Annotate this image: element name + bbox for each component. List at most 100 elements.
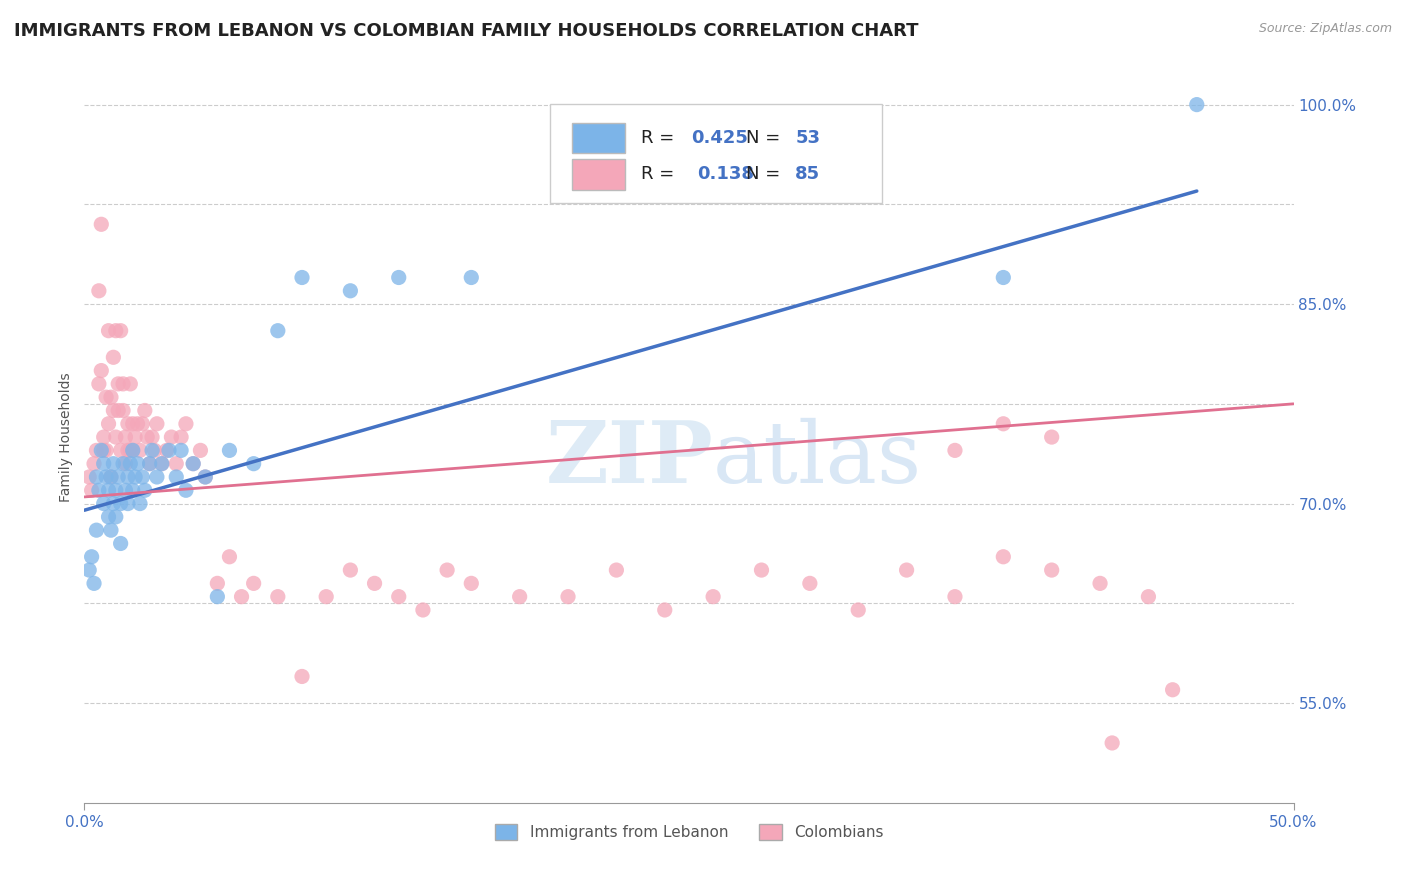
Point [218, 443, 240, 458]
Point [77, 563, 100, 577]
Point [112, 457, 135, 471]
Point [129, 497, 152, 511]
Point [165, 457, 187, 471]
Point [129, 443, 152, 458]
Text: R =: R = [641, 129, 679, 147]
Point [138, 457, 160, 471]
Point [993, 549, 1015, 564]
Point [90, 363, 112, 377]
Point [103, 351, 125, 365]
Point [121, 443, 143, 458]
Point [1101, 736, 1123, 750]
Point [134, 403, 156, 417]
Point [104, 483, 127, 498]
Point [136, 430, 159, 444]
Point [181, 457, 204, 471]
Point [86, 523, 108, 537]
Point [124, 470, 146, 484]
Point [114, 457, 136, 471]
Point [110, 497, 132, 511]
Point [80, 483, 103, 498]
Point [120, 443, 142, 458]
Point [1088, 576, 1111, 591]
Point [654, 603, 676, 617]
Point [174, 417, 197, 431]
Point [104, 430, 127, 444]
Point [117, 497, 139, 511]
Point [83, 576, 105, 591]
Point [242, 576, 264, 591]
Point [94, 470, 117, 484]
FancyBboxPatch shape [572, 159, 624, 190]
Point [339, 563, 361, 577]
Text: Source: ZipAtlas.com: Source: ZipAtlas.com [1258, 22, 1392, 36]
Point [97, 324, 120, 338]
Point [751, 563, 773, 577]
Point [146, 417, 169, 431]
Text: 53: 53 [796, 129, 820, 147]
Point [315, 590, 337, 604]
Point [121, 483, 143, 498]
Point [170, 443, 193, 458]
Point [157, 443, 180, 458]
Point [291, 669, 314, 683]
Point [110, 536, 132, 550]
Point [207, 576, 229, 591]
Point [155, 443, 177, 458]
Point [100, 390, 122, 404]
Point [121, 417, 143, 431]
Point [194, 470, 217, 484]
Point [110, 324, 132, 338]
Point [93, 457, 115, 471]
Point [1185, 97, 1208, 112]
Point [93, 497, 115, 511]
Point [87, 376, 110, 391]
Point [94, 443, 117, 458]
Legend: Immigrants from Lebanon, Colombians: Immigrants from Lebanon, Colombians [488, 818, 890, 847]
Point [104, 509, 127, 524]
Text: R =: R = [641, 166, 685, 184]
Point [146, 470, 169, 484]
Point [799, 576, 821, 591]
Point [131, 417, 153, 431]
Point [267, 590, 290, 604]
Point [605, 563, 627, 577]
Point [138, 457, 160, 471]
Point [207, 590, 229, 604]
Point [117, 417, 139, 431]
Text: atlas: atlas [713, 417, 922, 500]
Point [83, 457, 105, 471]
Point [93, 443, 115, 458]
Point [124, 430, 146, 444]
Point [509, 590, 531, 604]
Point [143, 443, 166, 458]
Point [107, 376, 129, 391]
Point [165, 470, 187, 484]
Point [170, 430, 193, 444]
Point [100, 523, 122, 537]
Point [896, 563, 918, 577]
Point [412, 603, 434, 617]
Point [460, 576, 482, 591]
Point [90, 443, 112, 458]
Point [77, 470, 100, 484]
Point [117, 443, 139, 458]
Point [242, 457, 264, 471]
Point [97, 417, 120, 431]
Point [86, 443, 108, 458]
Point [103, 497, 125, 511]
Point [103, 403, 125, 417]
Point [1161, 682, 1184, 697]
Y-axis label: Family Households: Family Households [59, 372, 73, 502]
Point [120, 376, 142, 391]
Text: N =: N = [745, 129, 786, 147]
Point [194, 470, 217, 484]
Point [90, 217, 112, 231]
Point [160, 430, 183, 444]
Point [339, 284, 361, 298]
Point [100, 470, 122, 484]
Text: 0.425: 0.425 [692, 129, 748, 147]
Point [436, 563, 458, 577]
Point [943, 590, 966, 604]
Point [150, 457, 173, 471]
